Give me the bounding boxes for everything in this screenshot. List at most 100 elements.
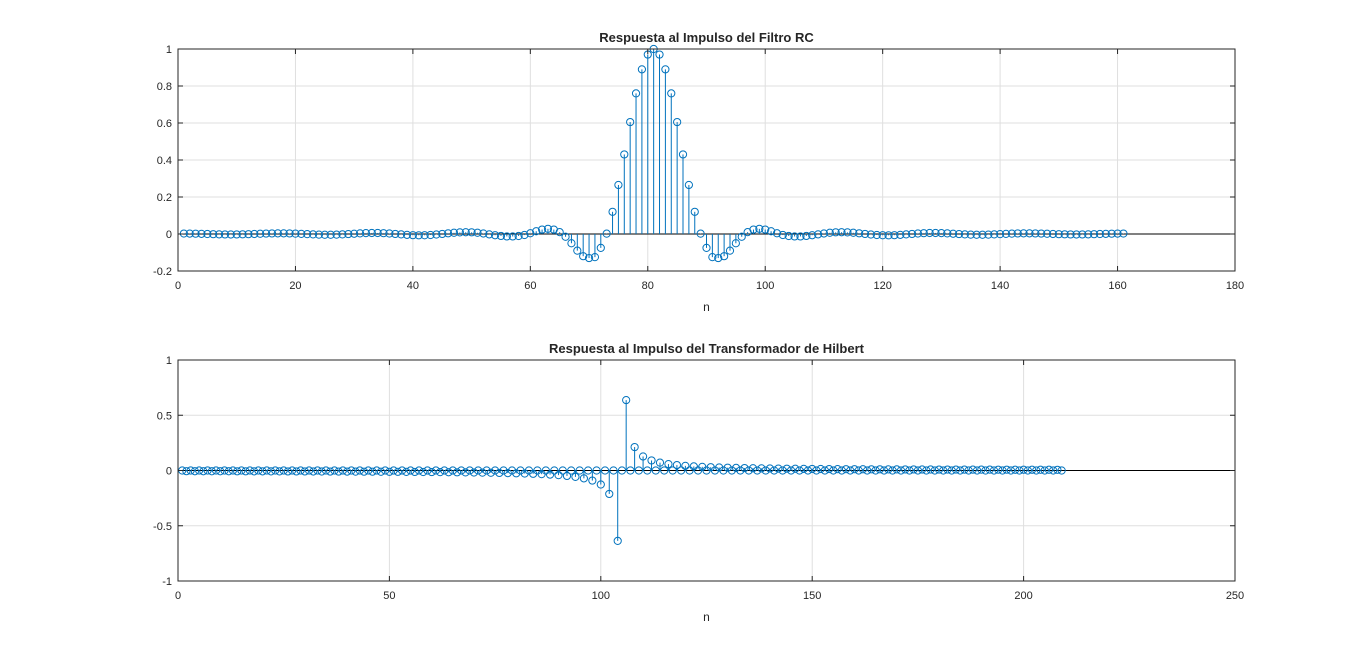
stem-marker	[273, 229, 282, 238]
stem-marker	[858, 465, 868, 474]
stem-marker	[495, 468, 504, 478]
stem-marker	[1107, 229, 1116, 238]
stem-marker	[373, 228, 382, 238]
stem-marker	[778, 230, 787, 240]
stem-marker	[731, 463, 741, 473]
y-tick-label: 1	[166, 355, 172, 367]
stem-marker	[397, 466, 407, 475]
stem-marker	[320, 230, 329, 239]
stem-marker	[790, 232, 799, 241]
chart-title-hilbert: Respuesta al Impulso del Transformador d…	[549, 341, 865, 356]
stem-marker	[1023, 466, 1032, 475]
stem-marker	[406, 466, 415, 475]
stem-marker	[285, 229, 294, 238]
stem-marker	[761, 466, 770, 475]
stem-marker	[238, 230, 247, 239]
x-axis-label: n	[703, 300, 710, 314]
stem-marker	[872, 230, 881, 240]
stem-marker	[778, 466, 787, 475]
stem-marker	[241, 467, 250, 476]
stem-marker	[1013, 229, 1022, 238]
stem-marker	[896, 230, 905, 239]
stem-marker	[799, 464, 808, 473]
stem-marker	[355, 466, 364, 475]
x-tick-label: 40	[407, 280, 419, 292]
stem-marker	[660, 466, 669, 475]
stem-marker	[364, 466, 373, 475]
x-tick-label: 160	[1108, 280, 1126, 292]
stem-marker	[875, 465, 884, 474]
y-tick-label: 0.4	[157, 155, 172, 167]
stem-marker	[550, 466, 559, 475]
stem-marker	[638, 452, 648, 461]
stem-marker	[934, 465, 944, 474]
stem-marker	[812, 466, 821, 475]
stem-marker	[266, 467, 276, 476]
stem-marker	[592, 466, 601, 475]
x-tick-label: 100	[592, 590, 610, 602]
stem-marker	[1066, 230, 1075, 239]
stem-marker	[449, 228, 459, 237]
stem-marker	[567, 466, 576, 475]
stem-marker	[508, 232, 517, 241]
y-tick-label: 0.2	[157, 192, 172, 204]
stem-marker	[393, 467, 402, 476]
stem-marker	[719, 466, 728, 475]
stem-marker	[512, 469, 521, 478]
stem-marker	[667, 89, 676, 98]
stem-marker	[408, 231, 417, 240]
stem-series	[178, 396, 1066, 545]
stem-marker	[361, 229, 371, 238]
stem-marker	[725, 246, 735, 255]
stem-marker	[555, 228, 564, 237]
y-tick-label: 0	[166, 466, 172, 478]
stem-marker	[420, 231, 429, 240]
stem-marker	[1040, 466, 1049, 475]
stem-marker	[300, 467, 309, 476]
y-tick-label: -1	[162, 576, 172, 588]
stem-marker	[207, 467, 216, 476]
stem-marker	[755, 224, 764, 233]
stem-marker	[964, 466, 973, 475]
stem-marker	[766, 227, 776, 236]
stem-marker	[414, 466, 424, 475]
stem-marker	[1025, 229, 1034, 238]
y-tick-label: 1	[166, 44, 172, 56]
stem-marker	[956, 466, 965, 475]
stem-marker	[1072, 230, 1081, 239]
stem-marker	[1101, 229, 1110, 238]
x-tick-label: 50	[383, 590, 395, 602]
stem-marker	[994, 465, 1003, 474]
stem-marker	[344, 229, 353, 239]
stem-marker	[350, 229, 359, 238]
stem-marker	[972, 466, 982, 475]
stem-marker	[605, 489, 614, 499]
stem-marker	[672, 460, 682, 470]
stem-marker	[943, 465, 952, 474]
stem-marker	[819, 229, 829, 238]
stem-marker	[436, 468, 445, 477]
stem-marker	[879, 466, 889, 475]
stem-marker	[432, 230, 441, 239]
stem-marker	[884, 231, 893, 240]
stem-marker	[643, 466, 652, 475]
stem-marker	[376, 467, 386, 476]
stem-marker	[684, 180, 693, 190]
stem-marker	[854, 466, 863, 475]
stem-marker	[907, 229, 917, 239]
stem-marker	[584, 253, 594, 263]
stem-marker	[573, 246, 582, 255]
stem-marker	[220, 466, 229, 475]
stem-marker	[1057, 466, 1066, 475]
stem-marker	[457, 466, 466, 475]
stem-marker	[919, 229, 928, 238]
stem-marker	[708, 253, 717, 262]
x-tick-label: 0	[175, 590, 181, 602]
stem-marker	[985, 465, 994, 474]
stem-marker	[1007, 229, 1016, 238]
stem-marker	[727, 466, 736, 475]
stem-marker	[655, 50, 664, 59]
stem-series	[179, 44, 1128, 263]
stem-marker	[283, 467, 293, 476]
stem-marker	[296, 466, 305, 475]
